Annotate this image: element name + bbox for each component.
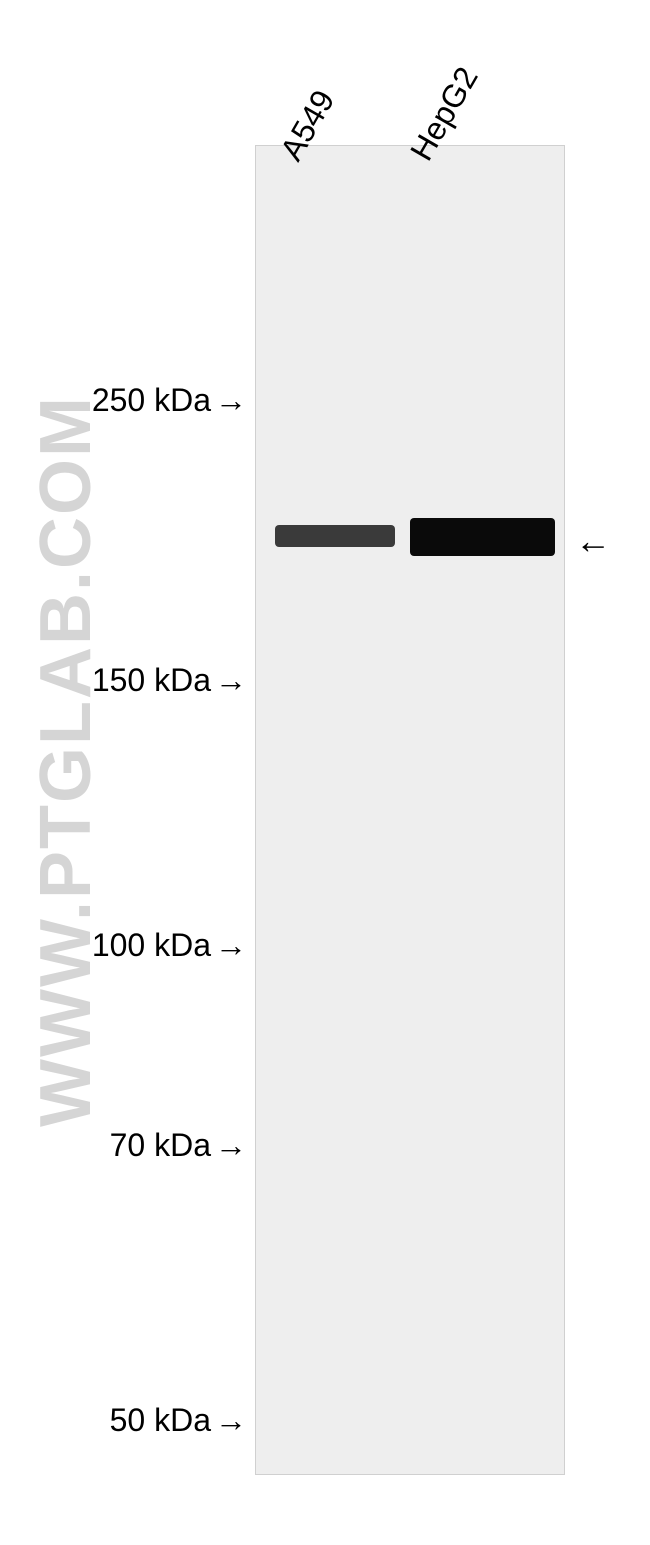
arrow-icon: → bbox=[215, 927, 247, 964]
watermark-text: WWW.PTGLAB.COM bbox=[25, 395, 107, 1127]
marker-100: 100 kDa→ bbox=[92, 927, 247, 964]
figure-container: WWW.PTGLAB.COM A549 HepG2 250 kDa→ 150 k… bbox=[0, 0, 650, 1545]
arrow-icon: → bbox=[215, 1402, 247, 1439]
band-lane-0 bbox=[275, 525, 395, 547]
marker-50: 50 kDa→ bbox=[110, 1402, 247, 1439]
marker-text-3: 70 kDa bbox=[110, 1127, 211, 1163]
marker-text-0: 250 kDa bbox=[92, 382, 211, 418]
marker-text-4: 50 kDa bbox=[110, 1402, 211, 1438]
marker-text-2: 100 kDa bbox=[92, 927, 211, 963]
band-indicator-arrow-icon: ← bbox=[575, 520, 611, 562]
arrow-icon: → bbox=[215, 1127, 247, 1164]
blot-membrane bbox=[255, 145, 565, 1475]
marker-150: 150 kDa→ bbox=[92, 662, 247, 699]
arrow-icon: → bbox=[215, 382, 247, 419]
marker-70: 70 kDa→ bbox=[110, 1127, 247, 1164]
band-lane-1 bbox=[410, 518, 555, 556]
marker-text-1: 150 kDa bbox=[92, 662, 211, 698]
marker-250: 250 kDa→ bbox=[92, 382, 247, 419]
arrow-icon: → bbox=[215, 662, 247, 699]
